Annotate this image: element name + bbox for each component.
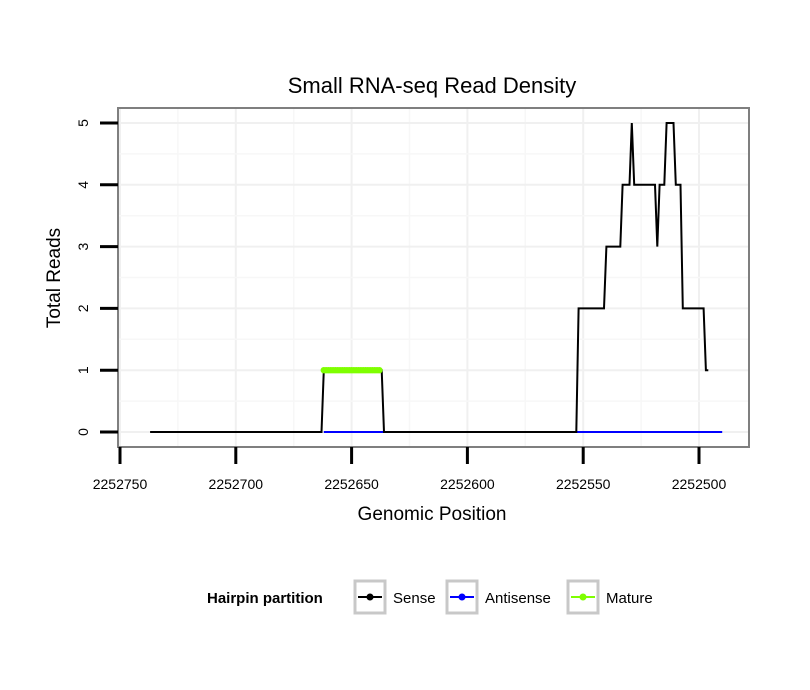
series-layer xyxy=(150,122,723,433)
panel-border xyxy=(117,107,750,448)
legend-item-mature: Mature xyxy=(566,579,653,615)
y-tick-label: 5 xyxy=(75,119,91,127)
x-tick-label: 2252600 xyxy=(440,476,495,492)
y-tick-label: 2 xyxy=(75,304,91,312)
legend-key-point xyxy=(366,593,374,601)
y-tick-label: 1 xyxy=(75,366,91,374)
legend-item-antisense: Antisense xyxy=(445,579,551,615)
grid xyxy=(118,108,749,447)
legend-title: Hairpin partition xyxy=(207,590,323,607)
legend-item-sense: Sense xyxy=(353,579,436,615)
legend: Hairpin partition Sense Antisense Mature xyxy=(207,579,653,615)
legend-key-point xyxy=(579,593,587,601)
legend-label: Sense xyxy=(393,590,436,607)
y-axis-title: Total Reads xyxy=(44,228,65,328)
x-tick-label: 2252700 xyxy=(209,476,264,492)
x-tick-label: 2252750 xyxy=(93,476,148,492)
x-axis: 2252750 2252700 2252650 2252600 2252550 22525… xyxy=(93,447,727,492)
legend-label: Mature xyxy=(606,590,653,607)
y-tick-label: 0 xyxy=(75,428,91,436)
y-axis: 0 1 2 3 4 5 xyxy=(75,119,118,436)
legend-key-point xyxy=(458,593,466,601)
legend-label: Antisense xyxy=(485,590,551,607)
x-tick-label: 2252500 xyxy=(672,476,727,492)
y-tick-label: 3 xyxy=(75,242,91,250)
x-tick-label: 2252550 xyxy=(556,476,611,492)
x-tick-label: 2252650 xyxy=(324,476,379,492)
mature-point xyxy=(376,367,383,374)
series-line-sense xyxy=(150,122,709,433)
chart-title: Small RNA-seq Read Density xyxy=(288,73,577,98)
x-axis-title: Genomic Position xyxy=(358,504,507,525)
y-tick-label: 4 xyxy=(75,181,91,189)
